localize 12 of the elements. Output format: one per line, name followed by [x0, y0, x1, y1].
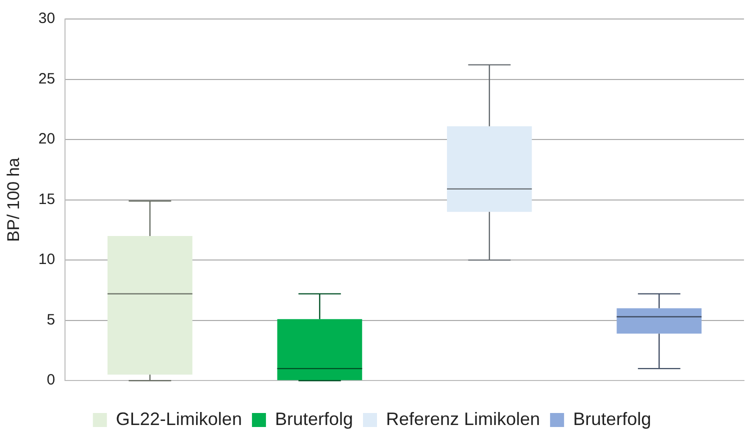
y-tick-label: 0 — [46, 372, 56, 389]
y-axis-title: BP/ 100 ha — [4, 157, 23, 242]
y-tick-label: 15 — [38, 190, 56, 208]
y-tick-label: 5 — [46, 311, 56, 328]
y-tick-label: 20 — [38, 130, 56, 148]
y-tick-label: 25 — [38, 70, 56, 88]
legend-label: GL22-Limikolen — [116, 408, 242, 429]
y-tick-label: 10 — [38, 251, 56, 268]
legend-label: Bruterfolg — [573, 408, 652, 429]
legend-label: Bruterfolg — [274, 408, 354, 429]
legend-label: Referenz Limikolen — [386, 408, 540, 429]
y-tick-label: 30 — [38, 10, 56, 28]
